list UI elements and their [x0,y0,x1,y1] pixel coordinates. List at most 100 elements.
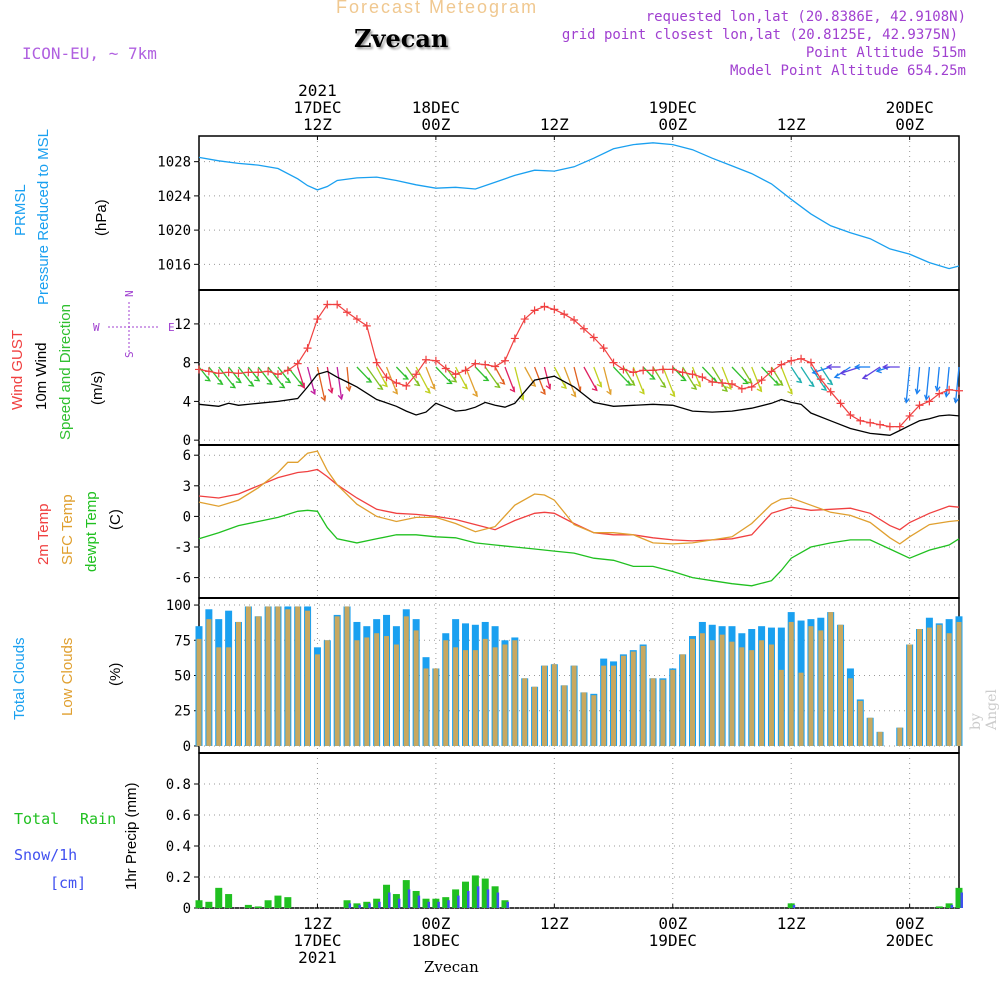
rain-bar [373,898,381,908]
wind-arrow-head [944,391,950,398]
gust-marker [846,410,855,419]
wind-arrow-head [337,394,344,401]
snow-bar [437,901,440,908]
wind-arrow-head [266,379,273,385]
low-cloud-bar [492,647,498,746]
gust-marker [343,308,352,317]
temperature-frame [198,444,960,599]
rain-bar [422,898,430,908]
wind-arrow-head [345,385,352,392]
low-cloud-bar [611,665,617,746]
low-cloud-bar [640,645,646,746]
top-time-label: 12Z [303,115,332,134]
wind-arrow-head [953,397,960,404]
wind-speed-line [198,370,960,436]
low-cloud-bar [443,640,449,746]
wind-arrow-head [606,389,612,396]
wind-arrow-head [424,387,431,394]
wind-arrow-head [327,387,334,394]
low-cloud-bar [532,686,538,746]
gust-marker [955,386,963,395]
gust-marker [629,368,638,377]
wind-label: 10m Wind [33,342,50,410]
pressure-ytick-label: 1020 [157,223,191,239]
gust-marker [441,364,450,373]
wind-arrow [297,366,305,388]
top-time-label: 17DEC [293,98,341,117]
rain-bar [363,901,371,908]
wind-arrow [504,366,516,392]
wind-arrow [751,366,763,392]
wind-arrow-head [320,395,327,402]
temperature-ytick-label: -6 [174,571,191,587]
gust-marker [856,416,865,425]
wind-arrow-head [392,388,398,395]
low-cloud-bar [571,665,577,746]
wind-ytick-label: 8 [183,356,191,372]
bottom-time-label: 00Z [421,914,450,933]
bottom-time-label: 12Z [540,914,569,933]
gust-marker [866,418,875,427]
compass-w: W [93,321,100,334]
gust-marker [254,368,263,377]
rain-bar [501,900,509,908]
gust-marker [609,358,618,367]
snow-bar [417,895,421,908]
low-cloud-bar [749,650,755,746]
compass-cross [108,302,160,352]
model-label: ICON-EU, ~ 7km [22,44,157,63]
wind-arrow [376,366,388,387]
bottom-time-label: 18DEC [412,931,460,950]
rain-bar [244,904,252,908]
wind-dir-label: Speed and Direction [57,304,74,440]
low-cloud-bar [206,619,212,746]
low-cloud-bar [946,633,952,746]
pressure-label-long: Pressure Reduced to MSL [35,129,52,305]
wind-arrow [936,366,940,391]
gust-marker [787,356,796,365]
low-cloud-bar [561,685,567,746]
wind-arrow-head [796,377,803,384]
low-cloud-bar [413,630,419,746]
bottom-time-label: 17DEC [293,931,341,950]
low-cloud-bar [462,650,468,746]
wind-arrow-head [518,394,525,401]
wind-arrow-head [787,388,793,395]
wind-arrow-head [629,380,636,386]
pressure-line [198,142,960,270]
temperature-ytick-label: 6 [183,448,191,464]
gust-marker [935,389,944,398]
snow-bar [792,904,796,908]
low-cloud-bar [699,633,705,746]
low-cloud-bar [798,672,804,746]
wind-arrow-head [299,382,305,389]
gust-marker [293,359,302,368]
clouds-ytick-label: 0 [183,739,191,755]
rain-bar [432,898,440,908]
wind-arrow-head [861,374,869,380]
rain-bar [225,894,233,908]
wind-arrow [731,366,749,384]
wind-arrow [257,366,273,385]
clouds-ytick-label: 100 [166,598,191,614]
gust-marker [500,356,509,365]
low-cloud-bar [305,610,311,746]
gust-marker [747,382,756,391]
wind-arrow [613,366,632,386]
wind-arrow [277,366,291,383]
wind-arrow-head [777,380,784,386]
low-cloud-bar [334,616,340,746]
rain-bar [452,889,460,908]
wind-arrow-head [591,385,598,392]
clouds-ytick-label: 75 [174,633,191,649]
wind-arrow-head [625,380,632,386]
wind-arrow-head [827,379,834,386]
temperature-ytick-label: 3 [183,479,191,495]
low-cloud-bar [502,644,508,746]
gust-marker [283,366,292,375]
wind-arrow-head [229,382,237,389]
gridpoint-coords: grid point closest lon,lat (20.8125E, 42… [561,27,958,43]
wind-arrow-head [446,378,453,385]
snow-bar [476,886,480,908]
wind-arrow [218,366,236,389]
